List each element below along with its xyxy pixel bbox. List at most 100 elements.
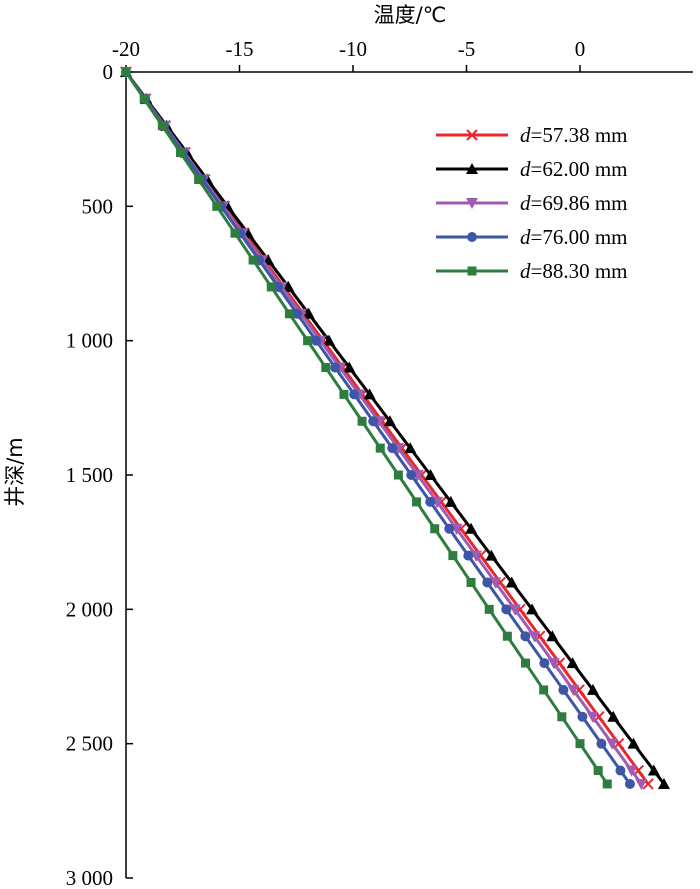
triangle-up-marker xyxy=(383,415,396,427)
legend-item-3: d=69.86 mm xyxy=(436,191,628,215)
triangle-up-marker xyxy=(343,361,356,373)
triangle-up-marker xyxy=(282,280,295,292)
triangle-up-marker xyxy=(627,737,640,749)
series-line xyxy=(124,71,643,785)
triangle-up-marker xyxy=(647,764,660,776)
series-5 xyxy=(121,67,612,789)
square-marker xyxy=(539,685,549,695)
circle-marker xyxy=(387,443,398,454)
triangle-down-marker xyxy=(606,738,619,750)
circle-marker xyxy=(539,658,550,669)
circle-marker xyxy=(467,232,477,242)
series-layer xyxy=(120,66,670,790)
triangle-up-marker xyxy=(505,576,518,588)
legend-item-2: d=62.00 mm xyxy=(436,157,628,181)
square-marker xyxy=(448,551,458,561)
triangle-down-marker xyxy=(625,765,638,777)
x-tick-label: 0 xyxy=(575,37,586,61)
circle-marker xyxy=(482,577,493,588)
triangle-down-marker xyxy=(635,778,648,790)
triangle-down-marker xyxy=(567,684,580,696)
triangle-up-marker xyxy=(404,442,417,454)
legend-label-variable: d xyxy=(520,157,531,181)
triangle-up-marker xyxy=(363,388,376,400)
triangle-up-marker xyxy=(657,777,670,789)
circle-marker xyxy=(311,335,322,346)
circle-marker xyxy=(330,362,341,373)
legend-label-variable: d xyxy=(520,259,531,283)
circle-marker xyxy=(292,308,303,319)
square-marker xyxy=(484,604,494,614)
triangle-up-marker xyxy=(323,334,336,346)
square-marker xyxy=(602,779,612,789)
y-tick-label: 1 000 xyxy=(66,329,113,353)
legend-item-4: d=76.00 mm xyxy=(436,225,628,249)
x-tick-label: -15 xyxy=(226,37,254,61)
legend-label: d=76.00 mm xyxy=(520,225,628,249)
circle-marker xyxy=(624,778,635,789)
triangle-up-marker xyxy=(566,657,579,669)
square-marker xyxy=(557,712,567,722)
x-tick-label: -5 xyxy=(458,37,476,61)
circle-marker xyxy=(349,389,360,400)
legend-label-value: =57.38 mm xyxy=(531,123,628,147)
circle-marker xyxy=(425,496,436,507)
square-marker xyxy=(157,121,167,131)
series-line xyxy=(124,71,666,785)
square-marker xyxy=(430,524,440,534)
square-marker xyxy=(139,94,149,104)
legend-label-value: =76.00 mm xyxy=(531,225,628,249)
x-tick-label: -10 xyxy=(339,37,367,61)
triangle-down-marker xyxy=(508,604,521,616)
circle-marker xyxy=(615,765,626,776)
square-marker xyxy=(466,577,476,587)
triangle-up-marker xyxy=(466,163,478,174)
y-tick-label: 0 xyxy=(103,60,114,84)
triangle-down-marker xyxy=(489,577,502,589)
circle-marker xyxy=(444,523,455,534)
triangle-up-marker xyxy=(424,469,437,480)
legend-label-value: =62.00 mm xyxy=(531,157,628,181)
square-marker xyxy=(575,739,585,749)
square-marker xyxy=(175,148,185,158)
circle-marker xyxy=(520,631,531,642)
legend-label-value: =69.86 mm xyxy=(531,191,628,215)
x-axis-title: 温度/℃ xyxy=(374,3,447,27)
square-marker xyxy=(339,389,349,399)
square-marker xyxy=(284,309,294,319)
circle-marker xyxy=(577,711,588,722)
triangle-up-marker xyxy=(302,307,315,319)
triangle-down-marker xyxy=(470,550,483,562)
y-axis-title: 井深/m xyxy=(3,437,27,507)
circle-marker xyxy=(406,470,417,480)
legend: d=57.38 mmd=62.00 mmd=69.86 mmd=76.00 mm… xyxy=(436,123,628,283)
y-tick-label: 1 500 xyxy=(66,463,113,487)
triangle-up-marker xyxy=(607,710,620,722)
triangle-up-marker xyxy=(444,495,457,507)
x-tick-label: -20 xyxy=(112,37,140,61)
legend-item-5: d=88.30 mm xyxy=(436,259,628,283)
circle-marker xyxy=(501,604,512,615)
legend-label-variable: d xyxy=(520,191,531,215)
circle-marker xyxy=(463,550,474,561)
legend-label-variable: d xyxy=(520,123,531,147)
y-tick-label: 2 500 xyxy=(66,732,113,756)
legend-label: d=57.38 mm xyxy=(520,123,628,147)
circle-marker xyxy=(596,738,607,749)
square-marker xyxy=(412,497,422,507)
square-marker xyxy=(357,416,367,426)
square-marker xyxy=(393,470,403,480)
square-marker xyxy=(266,282,276,292)
series-line xyxy=(124,71,632,785)
square-marker xyxy=(230,228,240,238)
square-marker xyxy=(467,266,477,276)
square-marker xyxy=(194,174,204,184)
y-tick-label: 3 000 xyxy=(66,866,113,889)
square-marker xyxy=(121,67,131,77)
square-marker xyxy=(593,766,603,776)
y-tick-label: 500 xyxy=(82,194,114,218)
x-marker xyxy=(466,129,478,141)
triangle-up-marker xyxy=(465,522,478,534)
circle-marker xyxy=(368,416,379,427)
